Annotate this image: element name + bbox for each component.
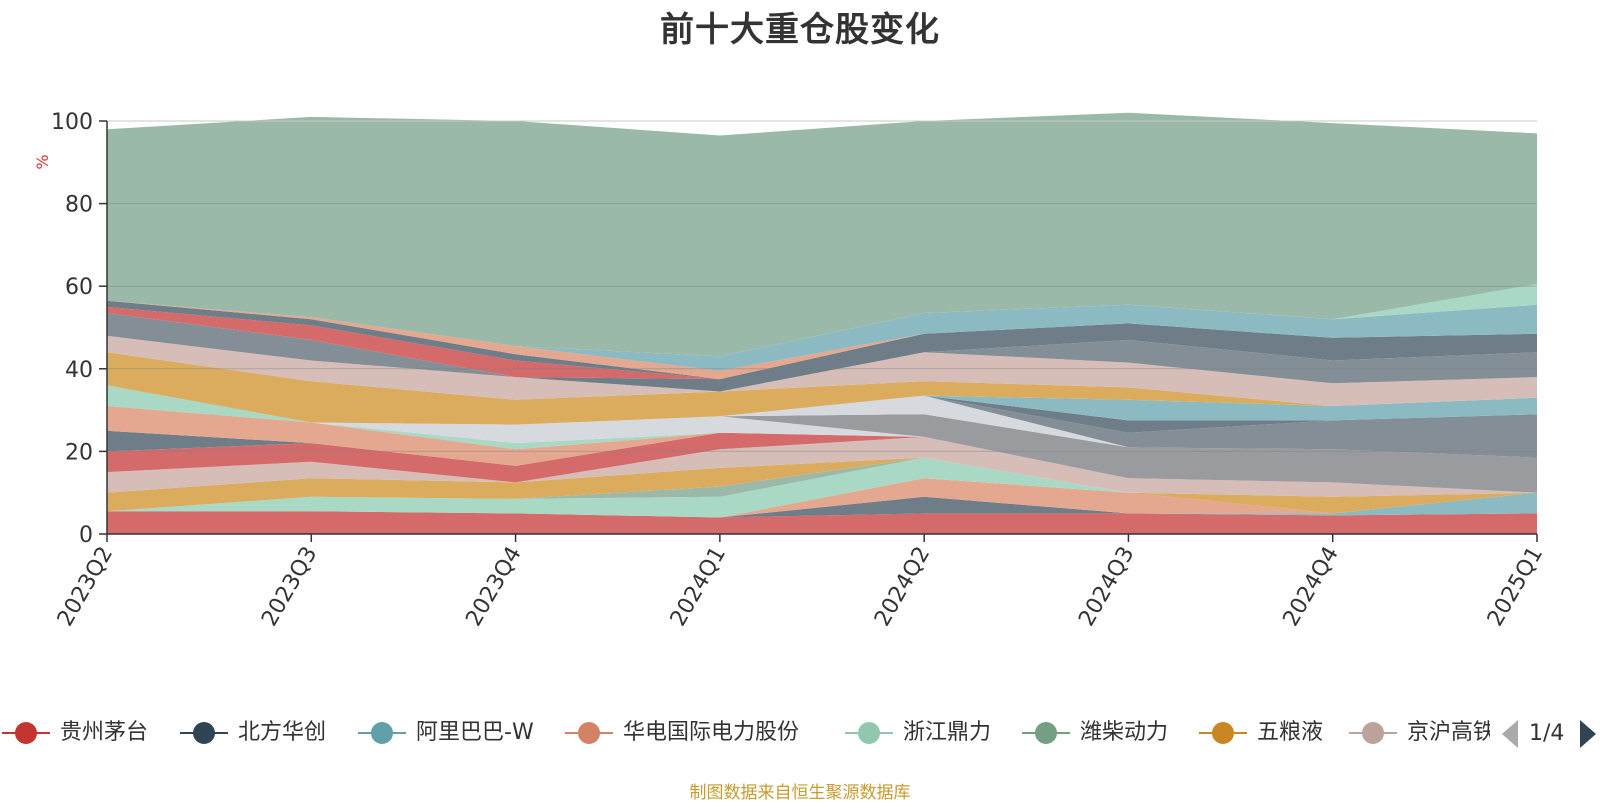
legend-marker-icon [1349, 722, 1397, 744]
y-tick-label: 40 [65, 358, 93, 383]
y-tick-label: 20 [65, 440, 93, 465]
area-band-other-9 [107, 385, 1537, 433]
legend-page-indicator: 1/4 [1529, 721, 1565, 746]
x-tick-label: 2024Q4 [1279, 543, 1344, 631]
x-axis-ticks: 2023Q2 2023Q3 2023Q4 2024Q1 2024Q2 2024Q3 2024… [53, 534, 1548, 631]
y-tick-label: 80 [65, 193, 93, 218]
y-tick-label: 0 [79, 523, 93, 548]
area-band-other-13 [107, 313, 1537, 392]
chart-title: 前十大重仓股变化 [660, 10, 940, 50]
area-band-other-15 [107, 306, 1537, 380]
area-band-8 [107, 436, 1537, 497]
legend-marker-icon [565, 722, 613, 744]
area-band-other-14 [107, 313, 1537, 392]
legend-label: 浙江鼎力 [903, 720, 992, 745]
legend-item[interactable]: 阿里巴巴-W [356, 714, 555, 752]
area-band-other-10 [107, 385, 1537, 425]
legend-marker-icon [180, 722, 228, 744]
legend-label: 潍柴动力 [1080, 720, 1169, 745]
y-tick-label: 100 [51, 110, 93, 135]
y-axis-unit-label: % [33, 154, 52, 169]
legend-label: 华电国际电力股份 [623, 720, 800, 745]
x-tick-label: 2023Q2 [53, 543, 118, 631]
legend-item[interactable]: 京沪高铁 [1347, 714, 1490, 752]
legend-label: 五粮液 [1257, 720, 1324, 745]
legend-marker-icon [358, 722, 406, 744]
legend-item[interactable]: 北方华创 [178, 714, 347, 752]
area-band-1 [107, 511, 1537, 534]
legend-item[interactable]: 浙江鼎力 [843, 714, 1012, 752]
legend-label: 贵州茅台 [60, 720, 149, 745]
legend-marker-icon [845, 722, 893, 744]
area-bands [107, 112, 1537, 534]
area-band-other-20 [107, 112, 1537, 357]
legend-label: 北方华创 [238, 720, 327, 745]
x-tick-label: 2024Q1 [666, 543, 731, 631]
area-band-other-6 [107, 385, 1537, 493]
area-band-7 [107, 457, 1537, 514]
legend-item[interactable]: 五粮液 [1197, 714, 1341, 752]
legend: 贵州茅台 北方华创 阿里巴巴-W 华电国际电力股份 浙江鼎力 潍柴动力 五粮液 京沪高铁 [0, 714, 1490, 752]
y-tick-label: 60 [65, 275, 93, 300]
legend-pager: 1/4 [1500, 716, 1600, 752]
legend-marker-icon [1022, 722, 1070, 744]
grid-lines [107, 120, 1537, 452]
x-tick-label: 2023Q4 [461, 543, 526, 631]
legend-next-page-icon[interactable] [1578, 719, 1598, 749]
legend-item[interactable]: 华电国际电力股份 [563, 714, 822, 752]
area-band-other-3 [107, 406, 1537, 493]
legend-marker-icon [1199, 722, 1247, 744]
legend-label: 京沪高铁 [1407, 720, 1490, 745]
area-band-other-11 [107, 352, 1537, 425]
x-tick-label: 2025Q1 [1483, 543, 1548, 631]
x-tick-label: 2024Q3 [1074, 543, 1139, 631]
axes [106, 121, 1537, 535]
legend-prev-page-icon[interactable] [1500, 719, 1520, 749]
legend-item[interactable]: 贵州茅台 [0, 714, 169, 752]
legend-item[interactable]: 潍柴动力 [1020, 714, 1189, 752]
area-band-other-8 [107, 385, 1537, 458]
y-axis-ticks: 0 20 40 60 80 100 [51, 110, 107, 548]
x-tick-label: 2024Q2 [870, 543, 935, 631]
x-tick-label: 2023Q3 [257, 543, 322, 631]
source-note: 制图数据来自恒生聚源数据库 [689, 783, 911, 803]
area-band-5 [107, 457, 1537, 518]
area-band-other-12 [107, 335, 1537, 406]
area-band-other-1 [107, 432, 1537, 493]
legend-marker-icon [2, 722, 50, 744]
legend-label: 阿里巴巴-W [416, 720, 534, 745]
area-band-other-18 [107, 300, 1537, 371]
